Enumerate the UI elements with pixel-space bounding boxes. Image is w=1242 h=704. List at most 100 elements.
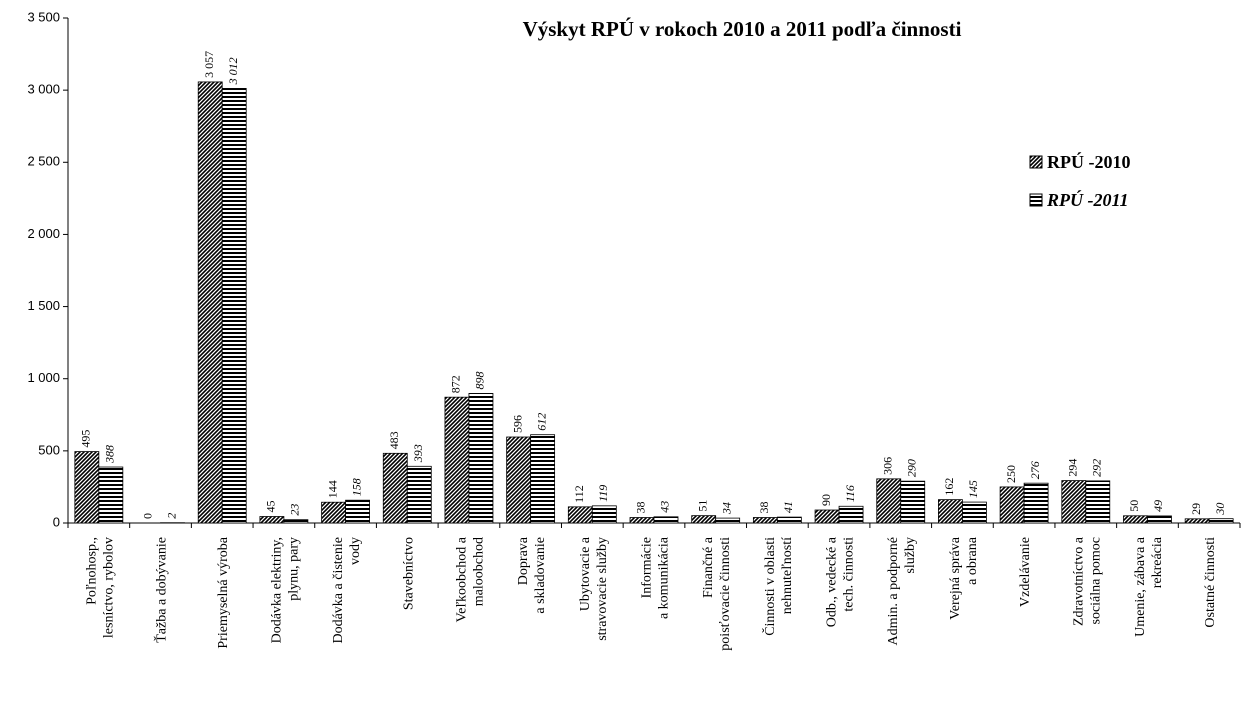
bar (876, 478, 902, 524)
x-tick-label: Admin. a podporné služby (886, 537, 918, 645)
bar (591, 505, 617, 524)
legend-label: RPÚ -2011 (1046, 189, 1129, 210)
bar (715, 517, 741, 524)
value-label: 306 (880, 457, 894, 475)
bar (406, 465, 432, 524)
y-tick-label: 500 (38, 442, 60, 457)
x-tick-label: Umenie, zábava a rekreácia (1133, 536, 1165, 637)
value-label: 45 (264, 501, 278, 513)
chart-title: Výskyt RPÚ v rokoch 2010 a 2011 podľa či… (523, 17, 962, 41)
bar (321, 501, 346, 524)
value-label: 276 (1028, 461, 1042, 479)
x-tick-label: Dodávka a čistenie vody (331, 537, 363, 644)
value-label: 495 (79, 430, 93, 448)
bar (197, 81, 223, 524)
y-tick-label: 1 000 (27, 370, 60, 385)
value-label: 393 (411, 444, 425, 463)
value-label: 0 (140, 513, 154, 519)
bar (98, 466, 124, 524)
bar (506, 436, 532, 524)
bar (259, 516, 285, 524)
value-label: 112 (572, 485, 586, 503)
bar (74, 451, 100, 524)
y-tick-label: 3 500 (27, 9, 60, 24)
bar (283, 519, 309, 524)
value-label: 158 (349, 478, 363, 496)
value-label: 23 (288, 504, 302, 516)
x-tick-label: Verejná správa a obrana (948, 536, 980, 620)
value-label: 3 012 (226, 57, 240, 85)
bar (938, 499, 963, 524)
value-label: 50 (1127, 500, 1141, 512)
x-tick-label: Ťažba a dobývanie (153, 537, 170, 643)
value-label: 596 (510, 415, 524, 433)
bar (814, 509, 840, 524)
x-tick-label: Ubytovacie a stravovacie služby (578, 536, 610, 641)
x-tick-label: Informácie a komunikácia (640, 536, 672, 619)
value-label: 294 (1066, 459, 1080, 477)
bar (468, 393, 494, 524)
bar (838, 505, 864, 524)
y-tick-label: 0 (53, 514, 60, 529)
value-label: 872 (449, 375, 463, 393)
value-label: 116 (843, 485, 857, 502)
value-label: 144 (325, 480, 339, 498)
bar (776, 516, 802, 524)
bar (530, 434, 556, 524)
bar (629, 517, 655, 524)
bar (345, 499, 370, 524)
value-label: 34 (719, 502, 733, 515)
bar (444, 396, 470, 524)
value-label: 388 (103, 445, 117, 464)
bar (1184, 518, 1210, 524)
value-label: 29 (1189, 503, 1203, 515)
value-label: 38 (634, 502, 648, 514)
x-tick-label: Dodávka elektriny, plynu, pary (269, 537, 301, 643)
x-tick-label: Ostatné činnosti (1203, 537, 1218, 628)
bar (1147, 515, 1172, 524)
bar (1208, 518, 1234, 524)
value-label: 49 (1151, 500, 1165, 512)
bar (900, 480, 926, 524)
bar (567, 506, 593, 524)
x-tick-label: Doprava a skladovanie (516, 536, 548, 613)
value-label: 250 (1004, 465, 1018, 483)
bar (1085, 480, 1111, 524)
y-tick-label: 3 000 (27, 82, 60, 97)
value-label: 90 (819, 494, 833, 506)
x-tick-label: Priemyselná výroba (216, 536, 231, 648)
x-tick-label: Veľkoobchod a maloobchod (454, 536, 486, 622)
value-label: 612 (534, 413, 548, 431)
value-label: 483 (387, 431, 401, 449)
bar (962, 501, 987, 524)
x-tick-label: Vzdelávanie (1018, 537, 1033, 607)
y-tick-label: 2 000 (27, 226, 60, 241)
value-label: 898 (473, 371, 487, 389)
x-tick-label: Odb., vedecké a tech. činnosti (825, 536, 857, 627)
bar (999, 486, 1025, 524)
y-tick-label: 1 500 (27, 298, 60, 313)
legend-swatch (1029, 193, 1043, 207)
value-label: 290 (904, 459, 918, 477)
value-label: 119 (596, 485, 610, 502)
bar (691, 515, 717, 524)
bar (752, 517, 778, 524)
value-label: 30 (1213, 503, 1227, 516)
x-tick-label: Finančné a poisťovacie činnosti (701, 536, 733, 650)
legend-swatch (1029, 155, 1043, 169)
bar (1123, 515, 1148, 524)
x-tick-label: Stavebníctvo (401, 537, 416, 610)
value-label: 162 (942, 478, 956, 496)
bar (653, 516, 679, 524)
x-tick-label: Zdravotníctvo a sociálna pomoc (1071, 536, 1103, 626)
value-label: 38 (757, 502, 771, 514)
value-label: 292 (1090, 459, 1104, 477)
value-label: 41 (781, 501, 795, 513)
bar (1023, 482, 1049, 524)
value-label: 145 (966, 480, 980, 498)
value-label: 2 (164, 513, 178, 519)
x-tick-label: Poľnohosp., lesníctvo, rybolov (84, 537, 116, 638)
value-label: 43 (658, 501, 672, 513)
value-label: 51 (695, 500, 709, 512)
